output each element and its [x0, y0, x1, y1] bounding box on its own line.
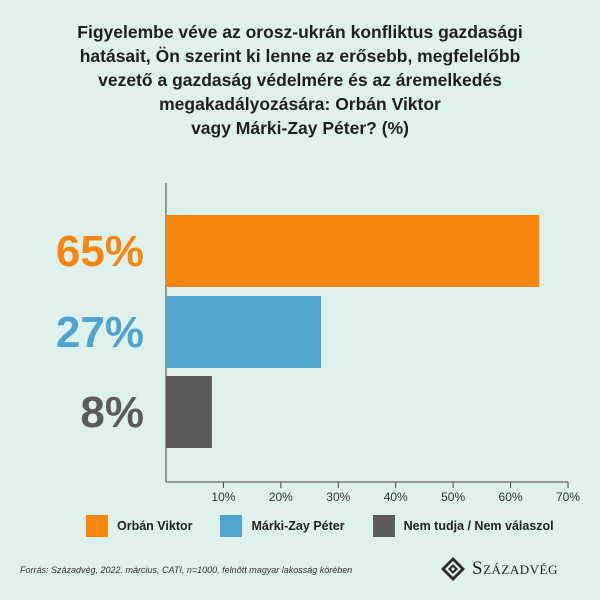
logo-text: Századvég: [472, 558, 558, 579]
legend-label-marki-zay: Márki-Zay Péter: [251, 519, 345, 533]
chart-title: Figyelembe véve az orosz-ukrán konfliktu…: [20, 20, 580, 140]
value-label-marki-zay: 27%: [56, 308, 144, 357]
diamond-emblem-icon: [441, 557, 465, 581]
bar-orban: [166, 215, 540, 287]
x-tick-label: 40%: [384, 490, 408, 504]
value-label-nem-tudja: 8%: [80, 388, 144, 437]
x-tick-label: 70%: [556, 490, 580, 504]
x-tick-label: 30%: [326, 490, 350, 504]
legend-swatch-orban: [86, 515, 108, 537]
title-line-2: hatásait, Ön szerint ki lenne az erősebb…: [79, 46, 521, 66]
legend-label-nem-tudja: Nem tudja / Nem válaszol: [403, 519, 554, 533]
title-line-3: vezető a gazdaság védelmére és az áremel…: [98, 70, 502, 90]
value-label-orban: 65%: [56, 227, 144, 276]
legend-item-marki-zay: Márki-Zay Péter: [220, 515, 345, 537]
x-tick-label: 60%: [499, 490, 523, 504]
x-tick-label: 20%: [269, 490, 293, 504]
legend-label-orban: Orbán Viktor: [117, 519, 193, 533]
bar-marki-zay: [166, 296, 322, 368]
source-note: Forrás: Századvég, 2022. március, CATI, …: [20, 565, 353, 575]
legend-item-nem-tudja: Nem tudja / Nem válaszol: [372, 515, 554, 537]
bar-nem-tudja: [166, 376, 212, 448]
title-line-5: vagy Márki-Zay Péter? (%): [191, 118, 409, 138]
logo: Századvég: [440, 556, 558, 582]
title-line-1: Figyelembe véve az orosz-ukrán konfliktu…: [77, 22, 523, 42]
x-tick-label: 50%: [441, 490, 465, 504]
legend-item-orban: Orbán Viktor: [86, 515, 192, 537]
legend-swatch-marki-zay: [220, 515, 243, 537]
legend-swatch-nem-tudja: [372, 515, 395, 537]
legend: Orbán Viktor Márki-Zay Péter Nem tudja /…: [86, 515, 582, 537]
x-tick-label: 10%: [211, 490, 235, 504]
title-line-4: megakadályozására: Orbán Viktor: [159, 94, 441, 114]
